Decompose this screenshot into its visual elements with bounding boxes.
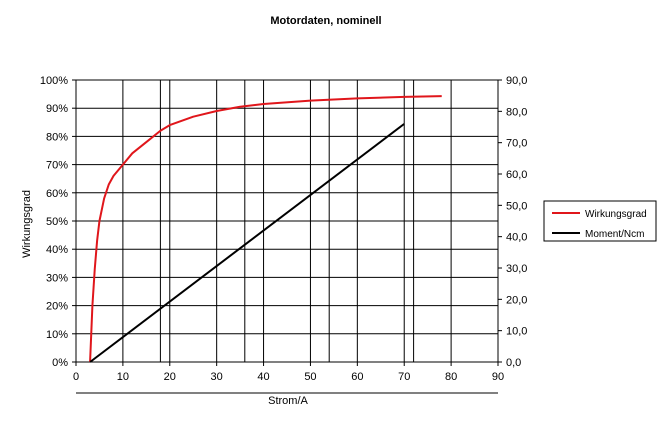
- y-tick-label: 60%: [46, 188, 68, 200]
- y-tick-label: 100%: [40, 75, 68, 87]
- y2-tick-label: 0,0: [506, 357, 521, 369]
- y2-tick-label: 90,0: [506, 75, 527, 87]
- labels-layer: 0% 10% 20% 30% 40% 50% 60% 70% 80% 90% 100% 0,0 10,0…: [40, 75, 528, 383]
- x-tick-label: 20: [164, 371, 176, 383]
- y2-tick-label: 50,0: [506, 200, 527, 212]
- y-tick-label: 70%: [46, 160, 68, 172]
- y2-tick-label: 60,0: [506, 169, 527, 181]
- y2-tick-label: 10,0: [506, 326, 527, 338]
- x-axis-label: Strom/A: [268, 395, 308, 407]
- x-tick-label: 90: [492, 371, 504, 383]
- y-tick-label: 90%: [46, 103, 68, 115]
- y2-tick-label: 70,0: [506, 138, 527, 150]
- series-line-moment-ncm: [89, 123, 405, 363]
- y-tick-label: 80%: [46, 131, 68, 143]
- x-tick-label: 50: [304, 371, 316, 383]
- y-tick-label: 40%: [46, 244, 68, 256]
- y-tick-label: 20%: [46, 301, 68, 313]
- series-layer: [89, 95, 442, 363]
- y2-tick-label: 80,0: [506, 106, 527, 118]
- x-tick-label: 40: [257, 371, 269, 383]
- x-tick-label: 70: [398, 371, 410, 383]
- y-axis-label: Wirkungsgrad: [21, 190, 33, 258]
- y-tick-label: 0%: [52, 357, 68, 369]
- chart-title: Motordaten, nominell: [270, 15, 381, 27]
- y-tick-label: 50%: [46, 216, 68, 228]
- legend-label-wirkungsgrad: Wirkungsgrad: [585, 209, 647, 220]
- x-tick-label: 10: [117, 371, 129, 383]
- x-tick-label: 60: [351, 371, 363, 383]
- legend-label-moment: Moment/Ncm: [585, 229, 644, 240]
- legend-box: [543, 200, 657, 242]
- grid-layer: [76, 79, 498, 363]
- x-tick-label: 0: [73, 371, 79, 383]
- y2-tick-label: 20,0: [506, 294, 527, 306]
- axes-layer: [72, 79, 502, 394]
- series-line-wirkungsgrad: [89, 95, 442, 363]
- x-tick-label: 80: [445, 371, 457, 383]
- x-tick-label: 30: [211, 371, 223, 383]
- y-tick-label: 30%: [46, 272, 68, 284]
- y2-tick-label: 30,0: [506, 263, 527, 275]
- legend: Wirkungsgrad Moment/Ncm: [543, 200, 657, 242]
- y-tick-label: 10%: [46, 329, 68, 341]
- y2-tick-label: 40,0: [506, 232, 527, 244]
